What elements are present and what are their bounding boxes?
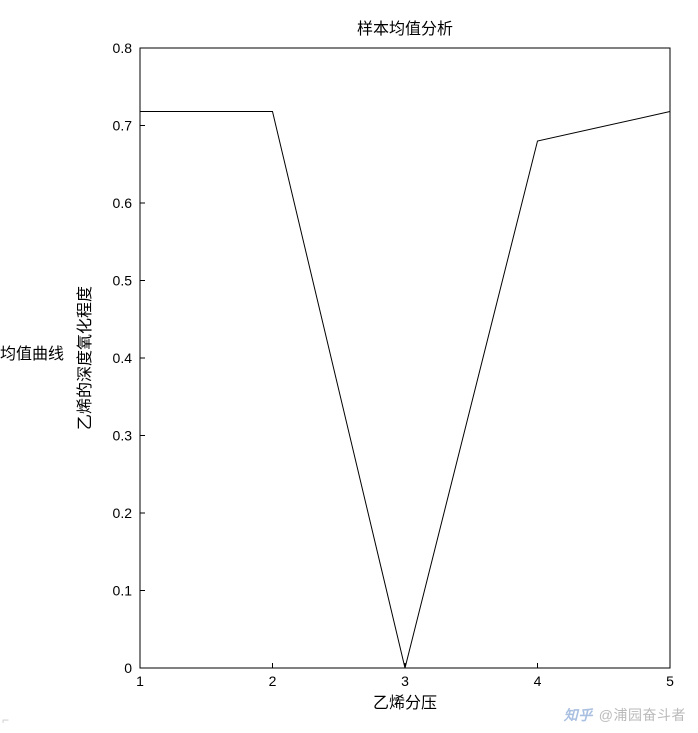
svg-text:4: 4 <box>534 673 542 689</box>
watermark-author: @浦园奋斗者 <box>599 705 686 725</box>
line-chart: 1 2 3 4 5 0 0.1 0.2 0.3 0.4 0.5 0.6 0.7 0.8 样本均值分析乙烯分压… <box>0 0 698 733</box>
svg-text:乙烯的深度氧化程度: 乙烯的深度氧化程度 <box>76 286 94 430</box>
corner-mark: ⌐ <box>2 713 9 727</box>
watermark: 知乎 @浦园奋斗者 <box>564 705 686 725</box>
chart-container: 1 2 3 4 5 0 0.1 0.2 0.3 0.4 0.5 0.6 0.7 0.8 样本均值分析乙烯分压… <box>0 0 698 733</box>
svg-text:0.1: 0.1 <box>113 583 133 599</box>
svg-text:0.5: 0.5 <box>113 273 133 289</box>
svg-text:0.3: 0.3 <box>113 428 133 444</box>
svg-text:0: 0 <box>124 660 132 676</box>
svg-text:0.4: 0.4 <box>113 350 133 366</box>
svg-text:1: 1 <box>136 673 144 689</box>
svg-text:0.6: 0.6 <box>113 195 133 211</box>
svg-text:5: 5 <box>666 673 674 689</box>
clipped-legend-text: 均值曲线 <box>0 340 64 364</box>
svg-text:样本均值分析: 样本均值分析 <box>357 20 453 38</box>
svg-text:0.2: 0.2 <box>113 505 133 521</box>
svg-text:2: 2 <box>269 673 277 689</box>
svg-text:0.8: 0.8 <box>113 40 133 56</box>
svg-text:0.7: 0.7 <box>113 118 133 134</box>
svg-text:乙烯分压: 乙烯分压 <box>373 694 437 712</box>
watermark-brand: 知乎 <box>564 705 593 725</box>
svg-text:3: 3 <box>401 673 409 689</box>
